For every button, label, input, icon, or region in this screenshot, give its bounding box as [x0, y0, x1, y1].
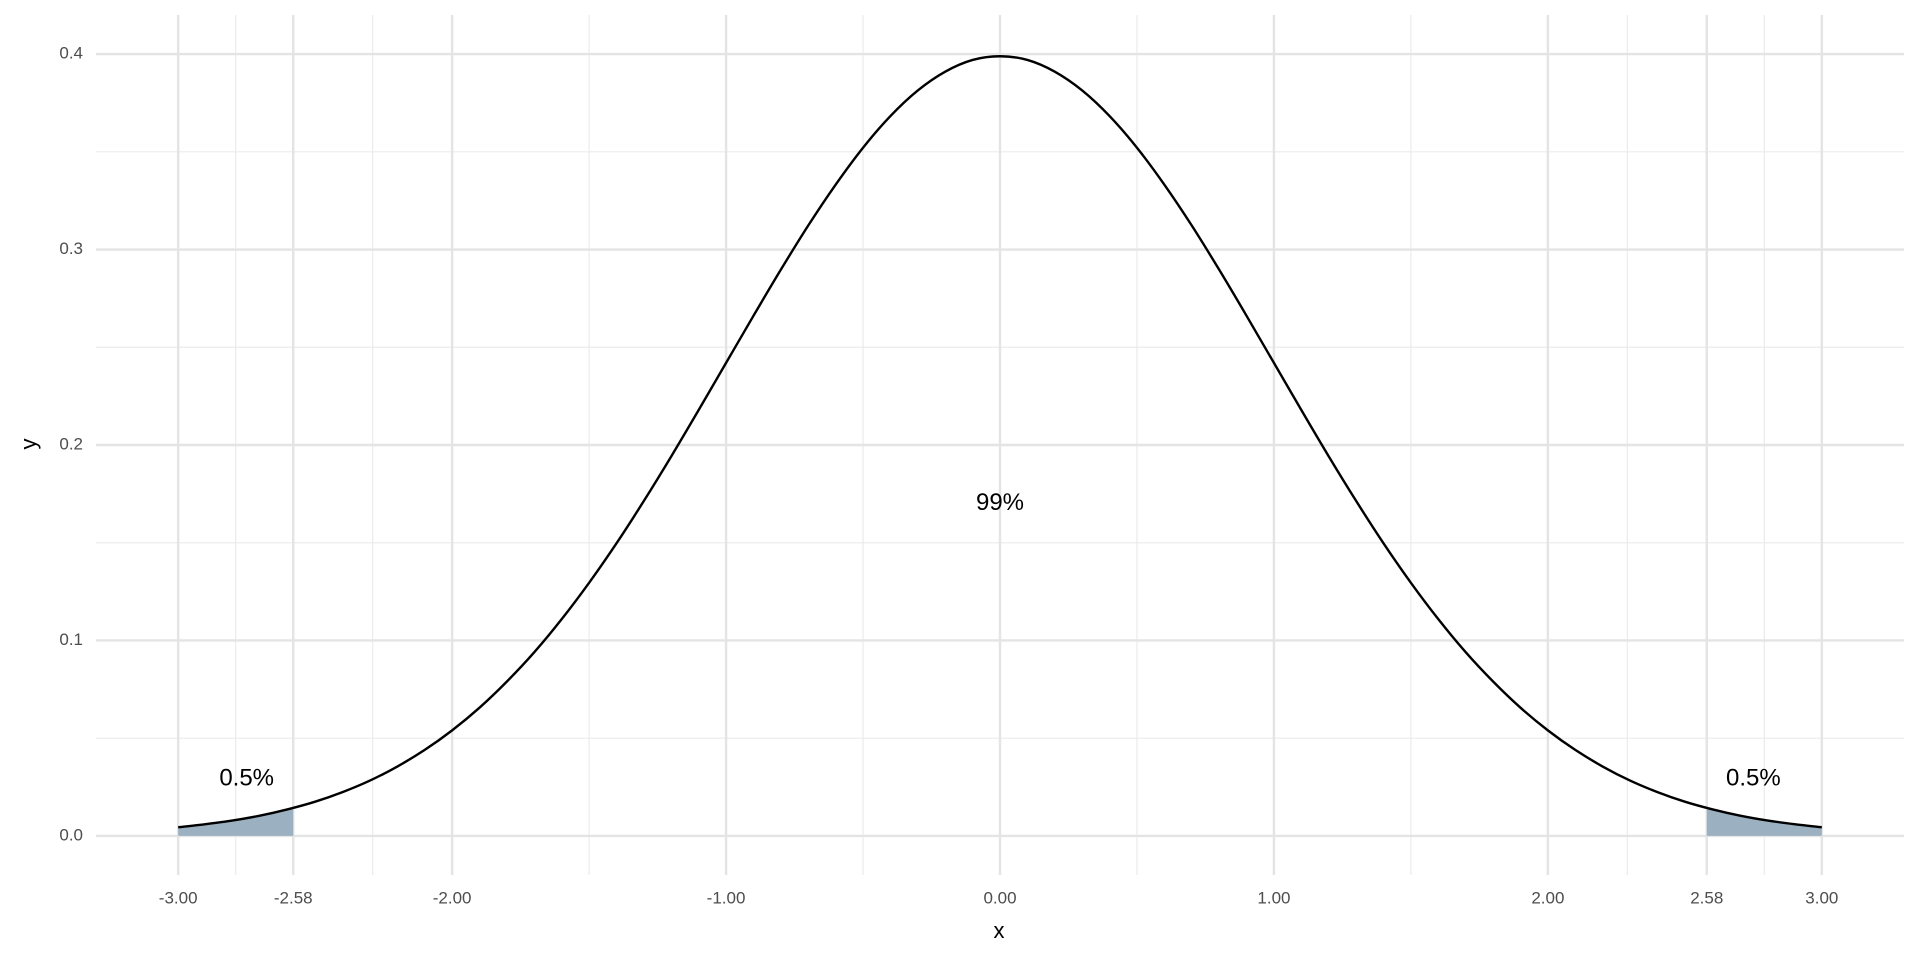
x-tick-label: 2.58 [1690, 888, 1723, 907]
annotation: 99% [976, 489, 1024, 516]
x-tick-label: 3.00 [1805, 888, 1838, 907]
x-tick-label: -1.00 [707, 888, 746, 907]
density-curve [178, 55, 1822, 829]
x-tick-label: -2.00 [433, 888, 472, 907]
y-axis-title: y [16, 439, 41, 450]
y-tick-label: 0.2 [59, 434, 83, 453]
y-tick-label: 0.4 [59, 44, 83, 63]
x-axis-title: x [994, 918, 1005, 943]
annotation: 0.5% [1726, 765, 1781, 792]
y-tick-label: 0.1 [59, 630, 83, 649]
annotation: 0.5% [219, 765, 274, 792]
y-tick-label: 0.0 [59, 825, 83, 844]
x-tick-label: 2.00 [1531, 888, 1564, 907]
x-tick-label: -3.00 [159, 888, 198, 907]
y-tick-label: 0.3 [59, 239, 83, 258]
x-tick-label: 0.00 [983, 888, 1016, 907]
x-tick-label: -2.58 [274, 888, 313, 907]
x-tick-label: 1.00 [1257, 888, 1290, 907]
